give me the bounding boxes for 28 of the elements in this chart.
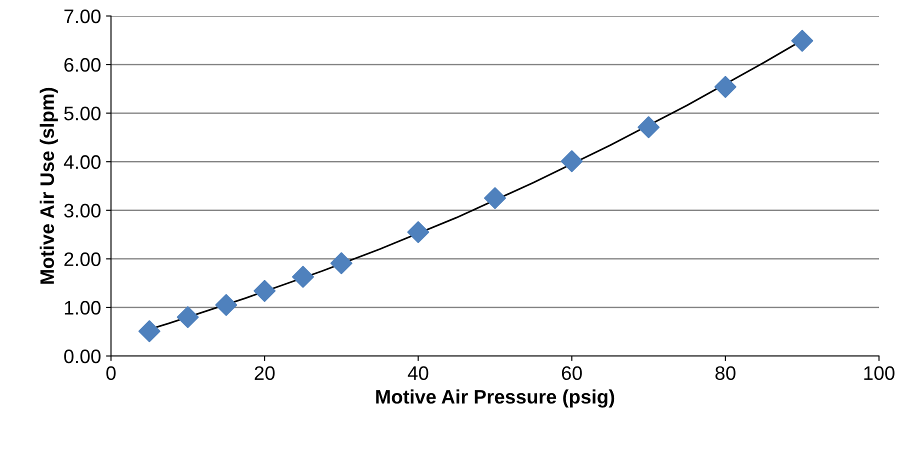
y-tick-label: 3.00 — [64, 204, 101, 218]
x-axis-title: Motive Air Pressure (psig) — [376, 389, 614, 408]
point — [254, 280, 276, 302]
y-tick-label: 4.00 — [64, 155, 101, 169]
x-tick-label: 40 — [408, 366, 428, 380]
x-tick-label: 80 — [715, 366, 736, 380]
y-tick-label: 1.00 — [64, 300, 101, 315]
point — [407, 221, 430, 244]
point — [176, 306, 199, 328]
point — [484, 187, 506, 210]
y-tick-label: 5.00 — [64, 106, 101, 120]
x-tick-label: 20 — [254, 366, 275, 380]
y-tick-label: 2.00 — [64, 252, 101, 266]
point — [791, 30, 814, 52]
y-axis-title: Motive Air Use (slpm) — [40, 88, 58, 284]
point — [215, 294, 238, 316]
point — [560, 150, 583, 172]
x-tick-label: 60 — [562, 366, 582, 380]
point — [714, 76, 736, 98]
point — [292, 266, 314, 288]
x-tick-label: 0 — [106, 366, 116, 380]
y-tick-label: 0.00 — [64, 349, 101, 364]
point — [638, 116, 660, 138]
y-tick-label: 7.00 — [64, 9, 101, 24]
point — [330, 252, 352, 274]
y-tick-label: 6.00 — [64, 58, 101, 72]
point — [138, 320, 160, 342]
x-tick-label: 100 — [864, 366, 894, 380]
